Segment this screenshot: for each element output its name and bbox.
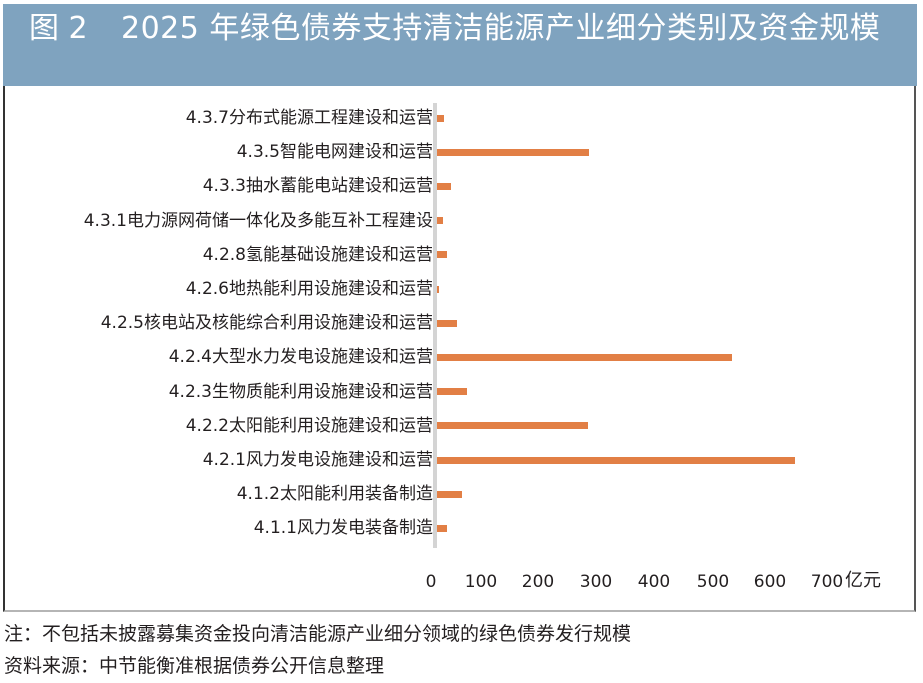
x-tick-label: 0 (425, 572, 437, 592)
bar-row: 4.2.5核电站及核能综合利用设施建设和运营 (0, 313, 923, 333)
bar (437, 490, 462, 498)
bar (437, 388, 468, 396)
bar (437, 353, 732, 361)
bar-row: 4.2.1风力发电设施建设和运营 (0, 450, 923, 470)
bar-row: 4.2.6地热能利用设施建设和运营 (0, 279, 923, 299)
bar-row: 4.1.1风力发电装备制造 (0, 518, 923, 538)
x-tick-label: 200 (521, 572, 555, 592)
category-label: 4.2.8氢能基础设施建设和运营 (202, 244, 433, 265)
bar (437, 251, 447, 259)
x-tick-label: 600 (753, 572, 787, 592)
bar (437, 148, 589, 156)
x-tick-label: 300 (579, 572, 613, 592)
category-label: 4.2.1风力发电设施建设和运营 (202, 450, 433, 470)
category-label: 4.2.6地热能利用设施建设和运营 (185, 279, 433, 299)
y-axis-line (433, 103, 437, 548)
source-note: 资料来源：中节能衡准根据债券公开信息整理 (4, 655, 385, 677)
bar (437, 114, 444, 122)
category-label: 4.2.5核电站及核能综合利用设施建设和运营 (100, 313, 433, 334)
x-tick-label: 700 (810, 572, 844, 592)
figure-number: 图 2 (29, 11, 88, 46)
chart-frame (3, 86, 916, 612)
bar (437, 524, 447, 532)
bar (437, 319, 458, 327)
category-label: 4.1.1风力发电装备制造 (253, 518, 433, 539)
bar-row: 4.2.3生物质能利用设施建设和运营 (0, 382, 923, 402)
bar (437, 456, 795, 464)
category-label: 4.3.3抽水蓄能电站建设和运营 (202, 176, 433, 197)
footnote: 注：不包括未披露募集资金投向清洁能源产业细分领域的绿色债券发行规模 (4, 623, 632, 645)
chart-title: 2025 年绿色债券支持清洁能源产业细分类别及资金规模 (121, 11, 881, 46)
category-label: 4.3.5智能电网建设和运营 (236, 142, 433, 163)
category-label: 4.1.2太阳能利用装备制造 (236, 484, 433, 505)
bar-row: 4.2.8氢能基础设施建设和运营 (0, 245, 923, 265)
bar-row: 4.2.2太阳能利用设施建设和运营 (0, 416, 923, 436)
category-label: 4.3.7分布式能源工程建设和运营 (185, 108, 433, 128)
bar-row: 4.3.1电力源网荷储一体化及多能互补工程建设 (0, 211, 923, 231)
x-tick-label: 500 (696, 572, 730, 592)
bar-row: 4.3.3抽水蓄能电站建设和运营 (0, 176, 923, 196)
category-label: 4.2.4大型水力发电设施建设和运营 (168, 347, 433, 368)
x-tick-label: 400 (637, 572, 671, 592)
bar-row: 4.3.7分布式能源工程建设和运营 (0, 108, 923, 128)
x-tick-label: 100 (464, 572, 498, 592)
category-label: 4.2.2太阳能利用设施建设和运营 (185, 415, 433, 436)
bar (437, 285, 439, 293)
bar (437, 422, 588, 430)
bar (437, 217, 443, 225)
figure-header: 图 2 2025 年绿色债券支持清洁能源产业细分类别及资金规模 (3, 4, 917, 86)
bar (437, 182, 451, 190)
bar-row: 4.3.5智能电网建设和运营 (0, 142, 923, 162)
bar-row: 4.2.4大型水力发电设施建设和运营 (0, 347, 923, 367)
category-label: 4.2.3生物质能利用设施建设和运营 (168, 381, 433, 402)
x-axis-unit: 亿元 (845, 570, 881, 591)
bar-row: 4.1.2太阳能利用装备制造 (0, 484, 923, 504)
category-label: 4.3.1电力源网荷储一体化及多能互补工程建设 (83, 210, 433, 231)
